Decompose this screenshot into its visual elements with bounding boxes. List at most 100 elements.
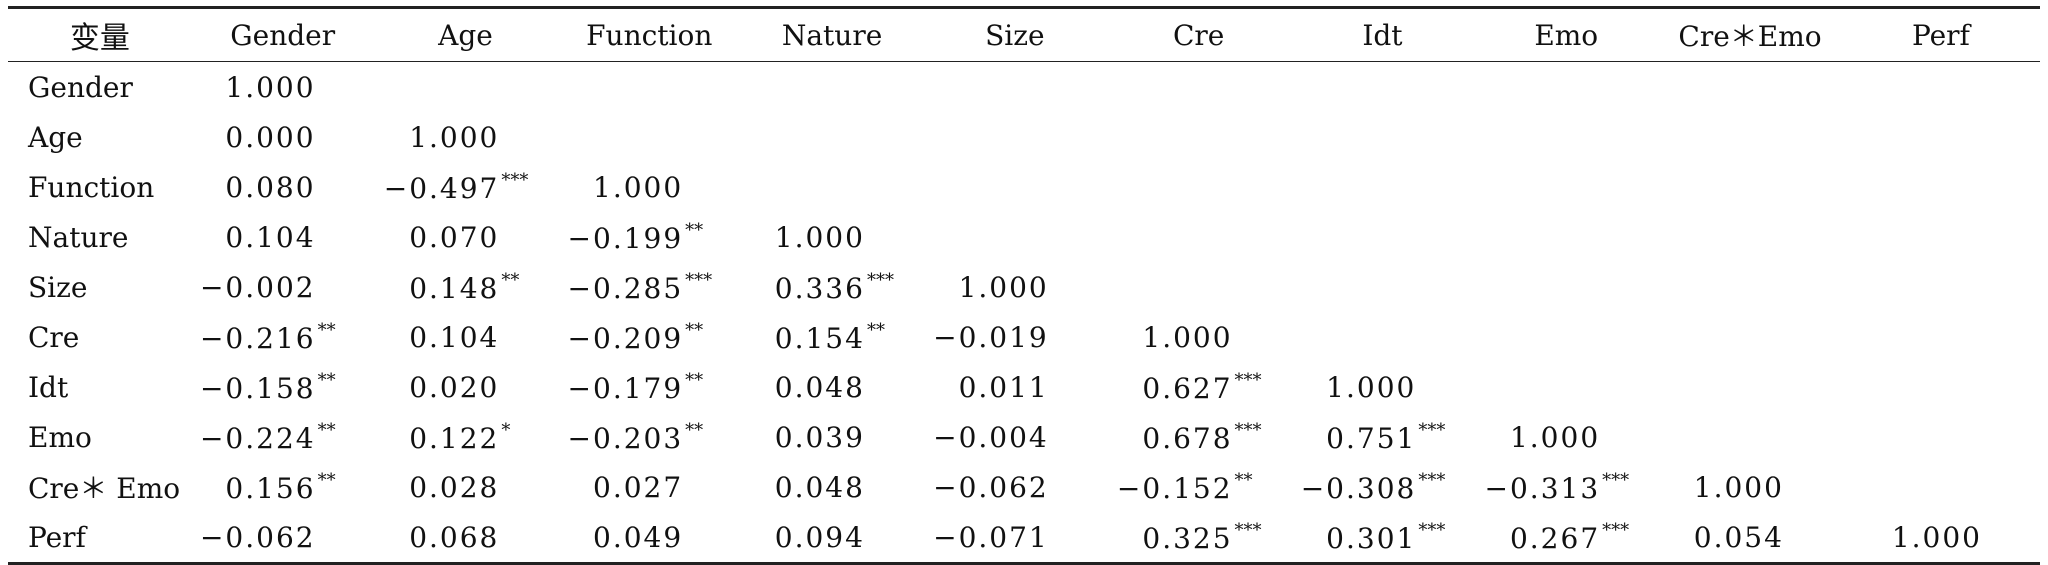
table-cell: 0.325 *** bbox=[1107, 512, 1291, 564]
table-cell bbox=[1658, 212, 1842, 262]
table-cell: 0.028 bbox=[374, 462, 558, 512]
table-cell: −0.497 *** bbox=[374, 162, 558, 212]
table-cell bbox=[1107, 162, 1291, 212]
table-cell: −0.308 *** bbox=[1291, 462, 1475, 512]
table-cell bbox=[1474, 312, 1658, 362]
coefficient-value: −0.004 bbox=[933, 420, 1049, 454]
coefficient-value: −0.308 bbox=[1300, 471, 1417, 505]
coefficient-value: 1.000 bbox=[1326, 370, 1417, 404]
table-cell bbox=[923, 112, 1107, 162]
header-cell: Size bbox=[985, 18, 1045, 52]
table-row: Idt −0.158 ** 0.020 −0.179 ** 0.048 0.011 0.627 *… bbox=[8, 362, 2040, 412]
table-cell: 0.094 bbox=[741, 512, 923, 564]
table-cell: 0.070 bbox=[374, 212, 558, 262]
table-cell bbox=[1107, 262, 1291, 312]
table-cell: −0.285 *** bbox=[557, 262, 741, 312]
table-row: Perf −0.062 0.068 0.049 0.094 −0.071 0.325 *** 0… bbox=[8, 512, 2040, 564]
table-cell bbox=[557, 112, 741, 162]
table-row: Nature 0.104 0.070 −0.199 ** 1.000 bbox=[8, 212, 2040, 262]
table-cell: 0.080 bbox=[192, 162, 374, 212]
header-cell: 变量 bbox=[69, 21, 130, 56]
table-cell bbox=[1658, 412, 1842, 462]
table-cell bbox=[1474, 212, 1658, 262]
table-cell: −0.062 bbox=[923, 462, 1107, 512]
header-cell: Cre bbox=[1172, 18, 1225, 52]
table-cell bbox=[741, 162, 923, 212]
table-cell: 0.068 bbox=[374, 512, 558, 564]
header-cell: Function bbox=[586, 18, 713, 52]
coefficient-value: 0.156 bbox=[225, 471, 316, 505]
row-label: Perf bbox=[28, 520, 86, 554]
table-cell bbox=[923, 212, 1107, 262]
significance-marker: *** bbox=[1418, 419, 1446, 441]
table-body: Gender 1.000 Age 0.000 1.000 Function 0.080 −0.… bbox=[8, 62, 2040, 564]
significance-marker: * bbox=[501, 419, 511, 441]
table-cell: 1.000 bbox=[741, 212, 923, 262]
table-cell bbox=[1842, 212, 2040, 262]
header-cell: Nature bbox=[781, 18, 883, 52]
significance-marker: *** bbox=[866, 269, 894, 291]
significance-marker: *** bbox=[1602, 519, 1630, 541]
coefficient-value: −0.497 bbox=[383, 171, 500, 205]
table-cell: 0.301 *** bbox=[1291, 512, 1475, 564]
coefficient-value: 0.020 bbox=[409, 370, 500, 404]
table-cell: −0.062 bbox=[192, 512, 374, 564]
table-cell bbox=[1842, 462, 2040, 512]
coefficient-value: 0.094 bbox=[774, 520, 865, 554]
row-label: Cre bbox=[28, 320, 80, 354]
significance-marker: ** bbox=[317, 419, 336, 441]
table-cell: 1.000 bbox=[374, 112, 558, 162]
coefficient-value: 0.267 bbox=[1509, 521, 1601, 555]
coefficient-value: 1.000 bbox=[225, 70, 316, 104]
coefficient-value: 0.049 bbox=[593, 520, 684, 554]
table-cell bbox=[741, 112, 923, 162]
coefficient-value: 1.000 bbox=[1142, 320, 1233, 354]
coefficient-value: 1.000 bbox=[409, 120, 500, 154]
coefficient-value: 0.011 bbox=[958, 370, 1049, 404]
table-cell: 1.000 bbox=[1107, 312, 1291, 362]
table-cell bbox=[1658, 112, 1842, 162]
table-cell bbox=[1291, 112, 1475, 162]
coefficient-value: −0.224 bbox=[199, 421, 316, 455]
table-cell: 1.000 bbox=[1474, 412, 1658, 462]
table-cell bbox=[1107, 62, 1291, 113]
table-cell: 1.000 bbox=[1842, 512, 2040, 564]
table-cell bbox=[1658, 62, 1842, 113]
header-cell: Emo bbox=[1534, 18, 1599, 52]
table-cell bbox=[741, 62, 923, 113]
row-label: Idt bbox=[28, 370, 69, 404]
coefficient-value: 1.000 bbox=[593, 170, 684, 204]
significance-marker: ** bbox=[501, 269, 520, 291]
header-cell: Gender bbox=[230, 18, 336, 52]
table-cell: 0.154 ** bbox=[741, 312, 923, 362]
significance-marker: ** bbox=[866, 319, 885, 341]
table-cell bbox=[1474, 262, 1658, 312]
correlation-table: 变量 Gender Age Function Nature Size Cre I… bbox=[8, 6, 2040, 565]
table-row: Cre −0.216 ** 0.104 −0.209 ** 0.154 ** −0.019 1.0… bbox=[8, 312, 2040, 362]
table-cell: 0.104 bbox=[374, 312, 558, 362]
significance-marker: *** bbox=[1234, 519, 1262, 541]
table-row: Emo −0.224 ** 0.122 * −0.203 ** 0.039 −0.004 0.67… bbox=[8, 412, 2040, 462]
row-label: Size bbox=[28, 270, 88, 304]
table-cell bbox=[557, 62, 741, 113]
significance-marker: *** bbox=[1602, 469, 1630, 491]
significance-marker: *** bbox=[501, 169, 529, 191]
table-cell: 0.148 ** bbox=[374, 262, 558, 312]
table-cell bbox=[1291, 212, 1475, 262]
coefficient-value: 1.000 bbox=[1693, 470, 1784, 504]
significance-marker: ** bbox=[317, 369, 336, 391]
significance-marker: *** bbox=[1418, 469, 1446, 491]
significance-marker: *** bbox=[1234, 369, 1262, 391]
coefficient-value: 0.048 bbox=[774, 370, 865, 404]
coefficient-value: 0.070 bbox=[409, 220, 500, 254]
coefficient-value: 0.027 bbox=[593, 470, 684, 504]
table-cell: −0.216 ** bbox=[192, 312, 374, 362]
table-cell: −0.071 bbox=[923, 512, 1107, 564]
table-cell bbox=[1291, 312, 1475, 362]
coefficient-value: 0.148 bbox=[409, 271, 500, 305]
table-cell: 0.049 bbox=[557, 512, 741, 564]
coefficient-value: 0.104 bbox=[409, 320, 500, 354]
table-cell: 0.627 *** bbox=[1107, 362, 1291, 412]
table-cell bbox=[923, 162, 1107, 212]
